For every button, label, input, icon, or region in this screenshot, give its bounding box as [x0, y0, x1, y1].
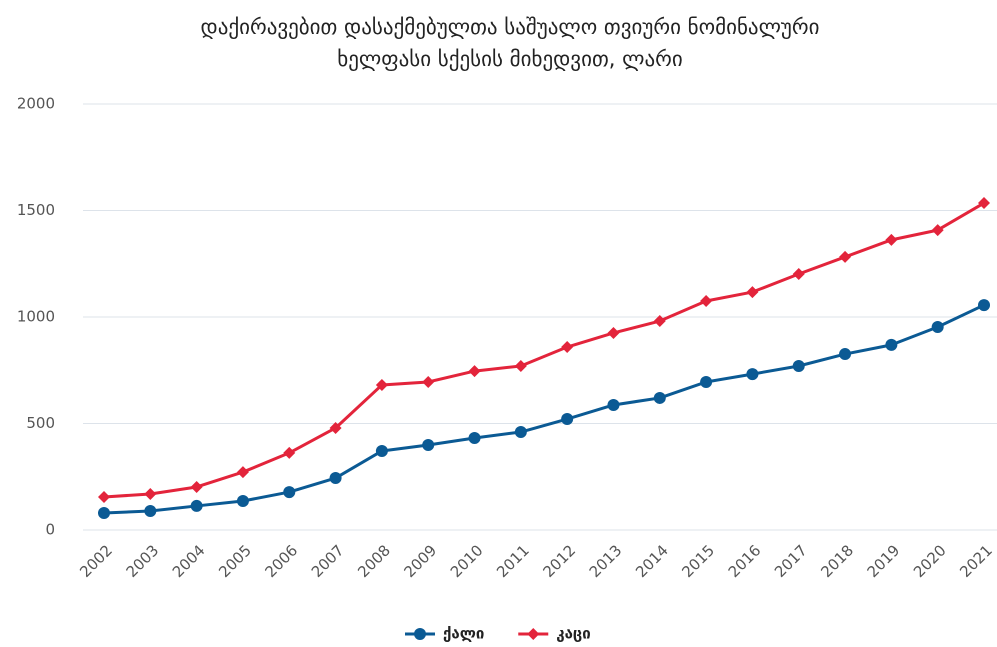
point — [792, 267, 805, 280]
point — [839, 250, 852, 263]
point — [468, 431, 481, 444]
x-tick-label: 2020 — [910, 541, 950, 581]
point — [236, 466, 249, 479]
x-tick-label: 2008 — [354, 541, 394, 581]
x-tick-label: 2002 — [76, 541, 116, 581]
x-tick-label: 2016 — [725, 541, 765, 581]
x-tick-label: 2004 — [169, 541, 209, 581]
point — [329, 472, 342, 485]
point — [527, 628, 540, 640]
point — [190, 480, 203, 493]
point — [978, 299, 990, 312]
point — [607, 398, 620, 411]
point — [561, 413, 574, 426]
x-tick-label: 2011 — [493, 541, 533, 581]
point — [792, 359, 805, 372]
x-tick-label: 2013 — [586, 541, 626, 581]
point — [746, 286, 759, 299]
x-tick-label: 2012 — [539, 541, 579, 581]
x-tick-label: 2006 — [262, 541, 302, 581]
point — [329, 421, 342, 434]
point — [375, 378, 388, 391]
x-tick-label: 2017 — [771, 541, 811, 581]
point — [561, 341, 574, 354]
point — [414, 628, 426, 640]
point — [653, 391, 666, 404]
point — [468, 365, 481, 378]
x-tick-label: 2018 — [817, 541, 857, 581]
point — [700, 375, 713, 388]
point — [885, 338, 898, 351]
point — [746, 368, 759, 381]
point — [283, 446, 296, 459]
y-tick-label: 1500 — [17, 201, 55, 219]
point — [978, 197, 990, 210]
x-tick-label: 2021 — [956, 541, 996, 581]
x-tick-label: 2009 — [400, 541, 440, 581]
point — [98, 490, 110, 503]
x-tick-label: 2010 — [447, 541, 487, 581]
point — [700, 295, 713, 308]
series-line — [103, 201, 985, 499]
point — [144, 505, 157, 518]
point — [839, 348, 852, 361]
point — [931, 224, 944, 237]
y-tick-label: 1000 — [17, 308, 55, 326]
legend-label: კაცი — [556, 625, 590, 643]
point — [931, 321, 944, 334]
point — [190, 499, 203, 512]
point — [653, 315, 666, 328]
x-tick-label: 2007 — [308, 541, 348, 581]
point — [375, 444, 388, 457]
point — [885, 233, 898, 246]
x-tick-label: 2003 — [123, 541, 163, 581]
point — [514, 359, 527, 372]
point — [283, 486, 296, 499]
series-line — [103, 303, 985, 515]
y-tick-label: 0 — [45, 521, 55, 539]
legend-label: ქალი — [443, 625, 484, 643]
point — [144, 488, 157, 501]
x-tick-label: 2005 — [215, 541, 255, 581]
point — [98, 506, 110, 519]
x-tick-label: 2014 — [632, 541, 672, 581]
x-tick-label: 2019 — [864, 541, 904, 581]
point — [422, 375, 435, 388]
point — [514, 426, 527, 439]
y-tick-label: 2000 — [17, 95, 55, 113]
y-tick-label: 500 — [26, 414, 55, 432]
point — [607, 326, 620, 339]
x-tick-label: 2015 — [678, 541, 718, 581]
chart-title: დაქირავებით დასაქმებულთა საშუალო თვიური … — [201, 15, 820, 39]
point — [422, 439, 435, 452]
point — [236, 495, 249, 508]
chart-title: ხელფასი სქესის მიხედვით, ლარი — [337, 47, 682, 71]
